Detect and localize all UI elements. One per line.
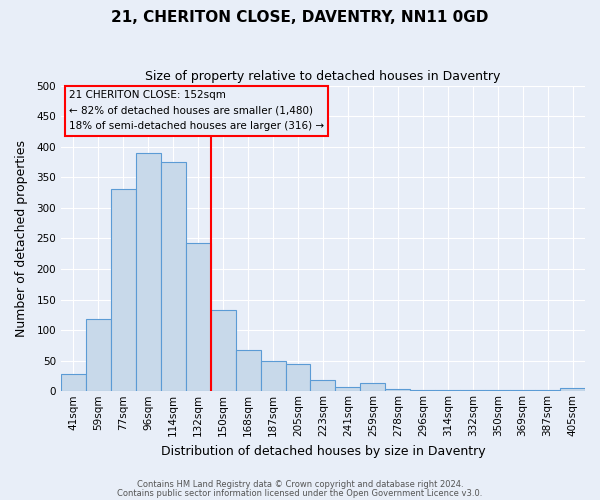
Bar xyxy=(435,390,460,392)
Bar xyxy=(485,390,510,392)
Bar xyxy=(186,244,211,392)
Bar xyxy=(385,390,410,392)
Bar xyxy=(86,319,111,392)
Text: Contains public sector information licensed under the Open Government Licence v3: Contains public sector information licen… xyxy=(118,488,482,498)
Bar xyxy=(560,388,585,392)
Bar xyxy=(535,390,560,392)
Bar xyxy=(286,364,310,392)
Bar xyxy=(310,380,335,392)
Bar xyxy=(211,310,236,392)
Bar xyxy=(361,384,385,392)
Bar xyxy=(260,360,286,392)
Bar xyxy=(460,390,485,392)
Bar xyxy=(161,162,186,392)
X-axis label: Distribution of detached houses by size in Daventry: Distribution of detached houses by size … xyxy=(161,444,485,458)
Bar xyxy=(236,350,260,392)
Text: 21 CHERITON CLOSE: 152sqm
← 82% of detached houses are smaller (1,480)
18% of se: 21 CHERITON CLOSE: 152sqm ← 82% of detac… xyxy=(69,90,324,132)
Bar xyxy=(510,390,535,392)
Bar xyxy=(335,387,361,392)
Bar xyxy=(61,374,86,392)
Bar xyxy=(410,390,435,392)
Bar xyxy=(136,153,161,392)
Text: Contains HM Land Registry data © Crown copyright and database right 2024.: Contains HM Land Registry data © Crown c… xyxy=(137,480,463,489)
Title: Size of property relative to detached houses in Daventry: Size of property relative to detached ho… xyxy=(145,70,500,83)
Text: 21, CHERITON CLOSE, DAVENTRY, NN11 0GD: 21, CHERITON CLOSE, DAVENTRY, NN11 0GD xyxy=(112,10,488,25)
Y-axis label: Number of detached properties: Number of detached properties xyxy=(15,140,28,337)
Bar xyxy=(111,190,136,392)
